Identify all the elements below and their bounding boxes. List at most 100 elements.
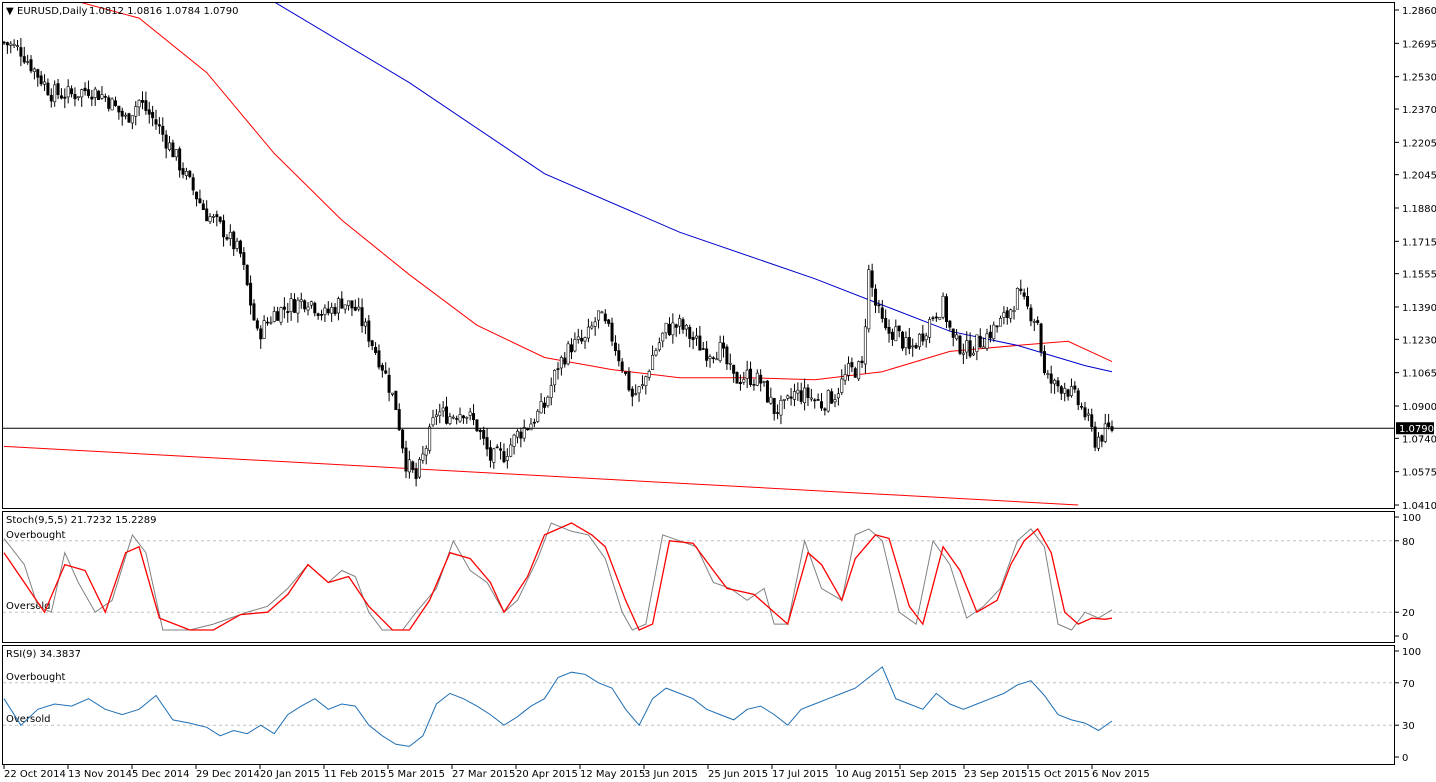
candle	[884, 309, 888, 331]
candle	[694, 327, 698, 346]
time-tick-label: 15 Oct 2015	[1028, 769, 1090, 780]
price-pane-border	[2, 2, 1395, 509]
candle	[1053, 378, 1057, 394]
candle	[509, 438, 513, 458]
time-tick-label: 17 Jul 2015	[772, 769, 829, 780]
stoch-level-label: Oversold	[6, 601, 51, 612]
candle	[874, 284, 878, 314]
candle	[113, 96, 117, 107]
candle	[1073, 381, 1077, 393]
candle	[330, 302, 334, 322]
candle	[215, 210, 219, 227]
candle	[242, 247, 246, 271]
candle	[914, 342, 918, 350]
candle	[826, 389, 830, 413]
candle	[144, 91, 148, 115]
candle	[570, 338, 574, 360]
candle	[1049, 365, 1053, 394]
candle	[485, 428, 489, 457]
candle	[803, 378, 807, 411]
candle	[289, 292, 293, 321]
candle	[654, 347, 658, 357]
rsi-pane[interactable]: RSI(9) 34.3837 Overbought Oversold 100 70 3…	[2, 645, 1422, 765]
candle	[684, 323, 688, 337]
candle	[539, 393, 543, 414]
candle	[796, 382, 800, 401]
candle	[502, 443, 506, 464]
candle	[951, 328, 955, 347]
candle	[769, 387, 773, 405]
candle	[22, 46, 26, 65]
candle	[374, 342, 378, 356]
rsi-tick-label: 70	[1402, 679, 1415, 690]
candle	[93, 86, 97, 106]
candle	[380, 362, 384, 378]
candle	[965, 331, 969, 360]
chart-menu-arrow[interactable]: ▼	[6, 6, 14, 17]
candle	[934, 312, 938, 322]
candle	[661, 332, 665, 348]
candle	[245, 264, 249, 287]
candle	[1042, 345, 1046, 376]
candle	[955, 329, 959, 341]
stoch-tick-label: 80	[1402, 537, 1415, 548]
candle	[326, 301, 330, 316]
candle	[563, 352, 567, 368]
candle	[59, 88, 63, 100]
candle	[515, 429, 519, 444]
candle	[559, 355, 563, 376]
candle	[36, 68, 40, 87]
candle	[627, 367, 631, 392]
candle	[451, 414, 455, 420]
stoch-pane[interactable]: Stoch(9,5,5) 21.7232 15.2289 OverboughtO…	[2, 511, 1422, 644]
time-tick-label: 22 Oct 2014	[4, 769, 66, 780]
rsi-rsi-line	[3, 666, 1113, 747]
candle	[110, 97, 114, 111]
candle	[276, 306, 280, 321]
candle	[522, 419, 526, 442]
candle	[120, 107, 124, 126]
candle	[316, 312, 320, 320]
candle	[992, 321, 996, 342]
candle	[928, 316, 932, 344]
candle	[171, 139, 175, 158]
candle	[336, 296, 340, 321]
candle	[434, 409, 438, 425]
rsi-title: RSI(9) 34.3837	[6, 649, 81, 660]
candle	[465, 416, 469, 424]
candle	[394, 390, 398, 411]
candle	[958, 334, 962, 356]
price-tick-label: 1.1065	[1402, 369, 1436, 380]
time-tick-label: 5 Dec 2014	[132, 769, 190, 780]
candle	[29, 55, 33, 74]
price-tick-label: 1.2530	[1402, 73, 1436, 84]
candle	[181, 162, 185, 179]
candle	[907, 327, 911, 355]
candle	[178, 146, 182, 178]
candle	[401, 428, 405, 454]
candle	[779, 395, 783, 425]
candle	[201, 199, 205, 211]
candle	[154, 109, 158, 130]
candle	[1107, 413, 1111, 430]
candle	[1096, 432, 1100, 452]
candle	[678, 314, 682, 335]
candle	[971, 346, 975, 357]
rsi-tick-label: 0	[1402, 753, 1408, 764]
candle	[948, 319, 952, 331]
candle	[634, 384, 638, 396]
price-tick-label: 1.1880	[1402, 204, 1436, 215]
candle	[759, 369, 763, 392]
candle	[576, 328, 580, 344]
candle	[461, 414, 465, 424]
candle	[867, 264, 871, 333]
candle	[640, 375, 644, 390]
candle	[269, 316, 273, 325]
candle	[556, 362, 560, 380]
candle	[1029, 304, 1033, 327]
price-pane[interactable]: ▼ EURUSD,Daily 1.0812 1.0816 1.0784 1.07…	[2, 0, 1436, 512]
candle	[130, 115, 134, 130]
candle	[445, 396, 449, 425]
stoch-pane-border	[2, 511, 1395, 643]
